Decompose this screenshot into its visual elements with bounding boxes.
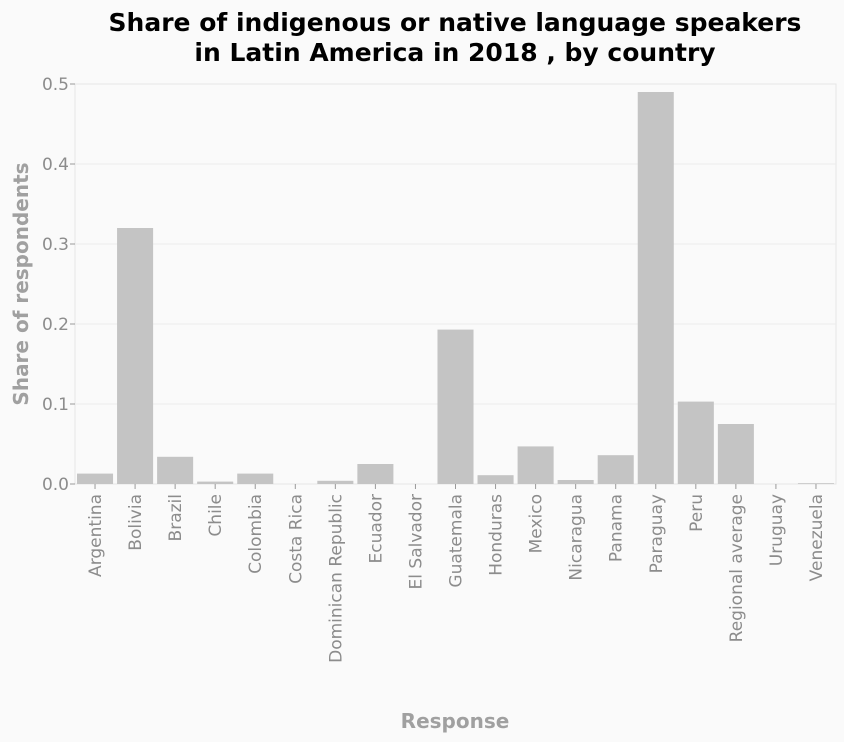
- x-tick-label: Regional average: [727, 494, 747, 642]
- x-axis-ticks: Argentina Bolivia Brazil Chile Colombia Costa…: [86, 484, 827, 663]
- bar-dominican-republic: [317, 480, 354, 484]
- y-tick-label: 0.1: [42, 395, 69, 415]
- bar-mexico: [517, 446, 554, 484]
- x-tick-label: Paraguay: [647, 494, 667, 573]
- x-tick-label: Peru: [687, 494, 707, 532]
- bar-peru: [677, 401, 714, 484]
- x-tick-label: Uruguay: [767, 494, 787, 566]
- x-tick-label: Costa Rica: [286, 494, 306, 584]
- y-tick-label: 0.4: [42, 155, 69, 175]
- bar-paraguay: [637, 92, 674, 484]
- bar-chile: [197, 481, 234, 484]
- bar-venezuela: [797, 483, 834, 484]
- bars: [77, 92, 834, 484]
- bar-ecuador: [357, 464, 394, 484]
- x-tick-label: Ecuador: [366, 494, 386, 563]
- y-tick-label: 0.2: [42, 315, 69, 335]
- bar-bolivia: [117, 228, 154, 484]
- x-tick-label: Brazil: [166, 494, 186, 541]
- x-tick-label: Venezuela: [807, 494, 827, 581]
- x-tick-label: Bolivia: [126, 494, 146, 551]
- chart-title-line-2: in Latin America in 2018 , by country: [194, 38, 715, 67]
- x-tick-label: Chile: [206, 494, 226, 537]
- y-tick-label: 0.3: [42, 235, 69, 255]
- y-tick-label: 0.0: [42, 475, 69, 495]
- bar-brazil: [157, 456, 194, 484]
- bar-panama: [597, 455, 634, 484]
- x-tick-label: El Salvador: [406, 494, 426, 589]
- x-tick-label: Colombia: [246, 494, 266, 574]
- bar-nicaragua: [557, 480, 594, 484]
- x-tick-label: Argentina: [86, 494, 106, 577]
- y-axis-title: Share of respondents: [9, 162, 33, 405]
- bar-guatemala: [437, 329, 474, 484]
- y-axis-ticks: 0.0 0.1 0.2 0.3 0.4 0.5: [42, 75, 75, 495]
- bar-colombia: [237, 473, 274, 484]
- x-tick-label: Nicaragua: [567, 494, 587, 581]
- x-tick-label: Panama: [607, 494, 627, 562]
- bar-argentina: [77, 473, 114, 484]
- x-tick-label: Honduras: [487, 494, 507, 576]
- bar-honduras: [477, 475, 514, 484]
- x-tick-label: Guatemala: [447, 494, 467, 588]
- y-tick-label: 0.5: [42, 75, 69, 95]
- bar-regional-average: [717, 424, 754, 484]
- chart-title-line-1: Share of indigenous or native language s…: [109, 8, 802, 37]
- x-tick-label: Mexico: [527, 494, 547, 553]
- x-tick-label: Dominican Republic: [326, 494, 346, 663]
- x-axis-title: Response: [401, 709, 510, 733]
